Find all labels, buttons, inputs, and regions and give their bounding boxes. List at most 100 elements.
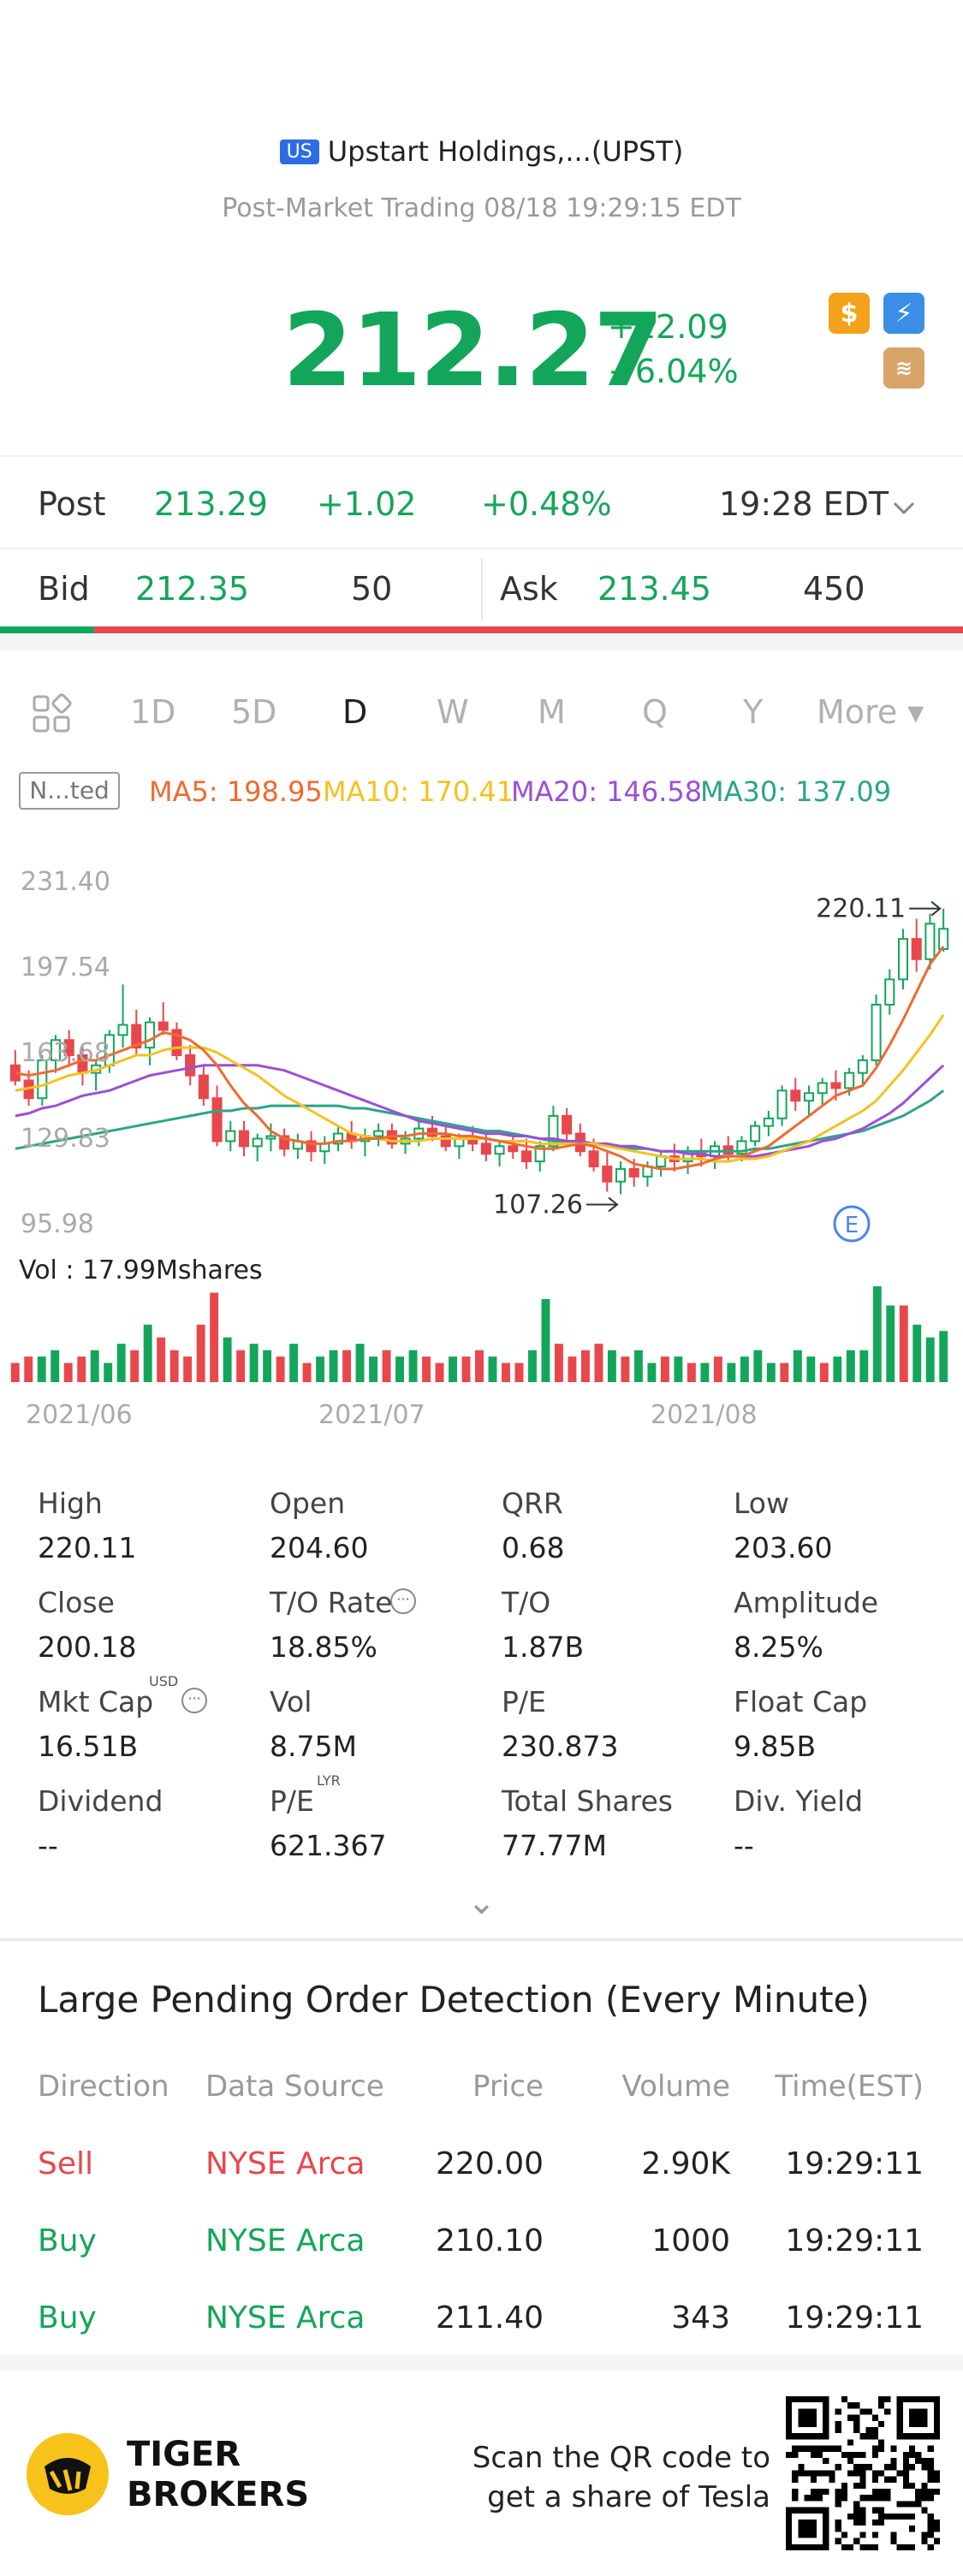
- stat-label-t-o-rate: T/O Rate: [270, 1586, 393, 1619]
- tab-w[interactable]: W: [437, 693, 469, 731]
- volume-bar: [382, 1350, 391, 1382]
- low-marker-label: 107.26: [493, 1190, 583, 1220]
- high-marker-label: 220.11: [816, 894, 906, 924]
- grid-icon[interactable]: [31, 693, 72, 734]
- ask-size: 450: [803, 570, 865, 608]
- volume-bar: [223, 1337, 232, 1382]
- volume-bar: [104, 1362, 113, 1382]
- volume-bar: [912, 1324, 922, 1382]
- stat-label-open: Open: [270, 1487, 346, 1520]
- candle-body: [871, 1003, 882, 1061]
- volume-bar: [157, 1337, 166, 1382]
- indicator-selector[interactable]: N...ted: [19, 772, 120, 810]
- volume-bar: [143, 1324, 152, 1382]
- volume-bar: [687, 1362, 696, 1382]
- candle-body: [117, 1024, 128, 1036]
- candle-body: [158, 1021, 169, 1031]
- volume-bar: [329, 1350, 338, 1382]
- tab-5d[interactable]: 5D: [231, 693, 277, 731]
- volume-bar: [528, 1350, 537, 1382]
- stat-value-total-shares: 77.77M: [502, 1829, 607, 1862]
- tab-1d[interactable]: 1D: [130, 693, 176, 731]
- candle-body: [817, 1082, 828, 1095]
- bid-price: 212.35: [135, 570, 249, 608]
- stock-name: Upstart Holdings,...(UPST): [327, 135, 684, 168]
- volume-bar: [514, 1362, 524, 1382]
- column-header-source: Data Source: [205, 2069, 384, 2104]
- chevron-down-icon[interactable]: [892, 501, 916, 516]
- volume-bar: [594, 1344, 603, 1382]
- volume-bar: [568, 1356, 577, 1382]
- candle-body: [790, 1089, 801, 1102]
- stat-value-close: 200.18: [38, 1630, 137, 1664]
- order-price: 211.40: [436, 2300, 544, 2336]
- stat-value-t-o-rate: 18.85%: [270, 1630, 377, 1664]
- candle-body: [426, 1127, 438, 1137]
- volume-bar: [210, 1292, 219, 1382]
- candle-body: [857, 1059, 868, 1074]
- candle-body: [508, 1145, 519, 1153]
- candle-body: [480, 1143, 491, 1155]
- column-header-time: Time(EST): [775, 2069, 924, 2104]
- volume-bar: [740, 1356, 749, 1382]
- candle-body: [171, 1029, 182, 1056]
- info-icon[interactable]: ···: [181, 1688, 207, 1713]
- stat-label-dividend: Dividend: [38, 1784, 163, 1818]
- flash-icon[interactable]: ⚡: [883, 293, 924, 334]
- tab-m[interactable]: M: [538, 693, 566, 731]
- bid-ratio-bar: [0, 626, 94, 633]
- stat-label-float-cap: Float Cap: [734, 1685, 868, 1718]
- order-volume: 343: [671, 2300, 730, 2336]
- volume-bar: [289, 1344, 299, 1382]
- price-chart[interactable]: 231.40 197.54 163.68 129.83 95.98 220.11 107.2…: [0, 847, 963, 1429]
- stat-label-low: Low: [734, 1487, 789, 1520]
- stat-label-total-shares: Total Shares: [502, 1784, 673, 1818]
- volume-bar: [819, 1362, 829, 1382]
- candle-body: [602, 1165, 613, 1183]
- volume-bar: [899, 1305, 908, 1382]
- volume-bar: [633, 1350, 643, 1382]
- dollar-icon[interactable]: $: [829, 293, 870, 334]
- tab-y[interactable]: Y: [743, 693, 764, 731]
- brand-name-line2: BROKERS: [127, 2475, 310, 2514]
- candle-body: [63, 1039, 74, 1056]
- expand-chevron-icon[interactable]: ⌄: [467, 1883, 496, 1922]
- volume-bar: [555, 1344, 563, 1382]
- earnings-marker-icon[interactable]: [833, 1205, 871, 1243]
- volume-bar: [435, 1362, 444, 1382]
- volume-bar: [780, 1362, 789, 1382]
- x-axis-label: 2021/07: [318, 1400, 425, 1429]
- tab-more[interactable]: More ▾: [817, 693, 924, 731]
- volume-bar: [422, 1356, 431, 1382]
- lyr-superscript: LYR: [317, 1772, 341, 1789]
- candle-body: [830, 1082, 841, 1089]
- x-axis-label: 2021/08: [651, 1400, 758, 1429]
- volume-bar: [793, 1350, 802, 1382]
- info-icon[interactable]: ···: [390, 1588, 416, 1614]
- tab-q[interactable]: Q: [642, 693, 668, 731]
- ask-label: Ask: [500, 570, 558, 608]
- candle-body: [265, 1135, 276, 1140]
- volume-bar: [77, 1356, 86, 1382]
- tab-d[interactable]: D: [342, 693, 368, 731]
- stat-value-qrr: 0.68: [502, 1531, 565, 1564]
- candle-body: [736, 1140, 747, 1155]
- stack-icon[interactable]: ≋: [883, 347, 924, 389]
- column-header-volume: Volume: [621, 2069, 730, 2104]
- candle-body: [37, 1059, 48, 1100]
- volume-bar: [63, 1362, 73, 1382]
- volume-bar: [925, 1337, 935, 1382]
- volume-bar: [475, 1350, 484, 1382]
- stat-value-p-e: 621.367: [270, 1829, 387, 1862]
- qr-code-icon[interactable]: [786, 2396, 940, 2550]
- volume-bar: [621, 1356, 630, 1382]
- post-time: 19:28 EDT: [719, 485, 889, 523]
- tiger-logo-icon: [27, 2433, 109, 2515]
- volume-label: Vol : 17.99Mshares: [19, 1255, 263, 1285]
- stat-label-qrr: QRR: [502, 1487, 563, 1520]
- post-market-row[interactable]: Post 213.29 +1.02 +0.48% 19:28 EDT: [0, 458, 963, 548]
- brand-name-line1: TIGER: [127, 2435, 241, 2474]
- stat-label-vol: Vol: [270, 1685, 312, 1718]
- earnings-marker-label: E: [845, 1213, 859, 1238]
- volume-bar: [859, 1350, 869, 1382]
